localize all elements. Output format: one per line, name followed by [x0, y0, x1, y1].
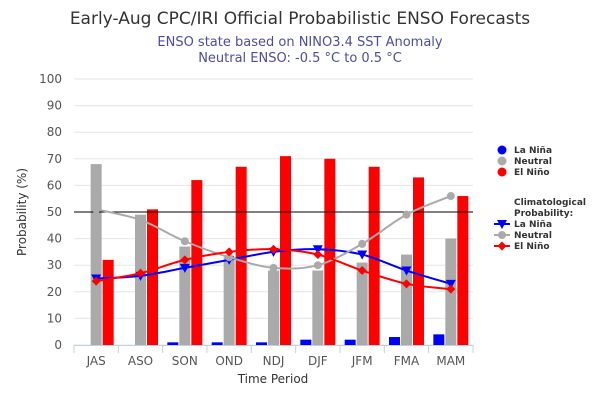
bar-1 [179, 246, 191, 345]
y-tick-label: 80 [47, 125, 62, 139]
x-tick-label: JFM [351, 354, 373, 368]
bar-2 [324, 158, 336, 345]
bar-2 [102, 259, 114, 345]
climatology-marker-2 [224, 247, 234, 257]
bar-0 [389, 337, 400, 345]
climatology-marker-2 [269, 244, 278, 254]
climatology-marker-1 [180, 237, 189, 246]
chart-subtitle-line2: Neutral ENSO: -0.5 °C to 0.5 °C [198, 51, 402, 66]
x-axis-title: Time Period [237, 372, 309, 386]
bar-2 [457, 196, 469, 345]
legend-marker [498, 231, 506, 239]
y-tick-label: 70 [47, 152, 62, 166]
climatology-marker-1 [313, 261, 322, 270]
x-tick-label: JAS [86, 354, 106, 368]
bar-2 [368, 166, 380, 345]
y-tick-label: 40 [47, 232, 62, 246]
climatology-lines [91, 192, 456, 294]
bar-0 [167, 342, 179, 345]
legend-swatch [497, 156, 507, 166]
bar-0 [433, 334, 445, 345]
climatology-marker-0 [312, 245, 323, 255]
y-tick-label: 50 [47, 205, 62, 219]
legend-label: La Niña [514, 146, 552, 156]
climatology-marker-2 [136, 268, 145, 278]
bar-2 [413, 177, 424, 345]
climatology-marker-2 [446, 284, 456, 294]
legend-swatch [497, 145, 507, 155]
legend-label: La Niña [514, 220, 552, 230]
bar-2 [235, 166, 247, 345]
x-tick-label: FMA [394, 354, 420, 368]
climatology-marker-0 [445, 279, 456, 289]
bar-1 [90, 164, 102, 345]
legend-label: Neutral [514, 157, 552, 167]
y-tick-label: 100 [39, 72, 62, 86]
bar-2 [147, 209, 158, 345]
climatology-marker-2 [402, 279, 411, 289]
climatology-marker-2 [180, 255, 190, 265]
x-tick-label: DJF [308, 354, 328, 368]
climatology-marker-1 [269, 263, 278, 272]
climatology-marker-2 [313, 250, 323, 260]
climatology-marker-0 [179, 263, 190, 273]
climatology-marker-1 [92, 205, 101, 214]
climatology-marker-1 [225, 253, 234, 262]
legend-climatology-title: Probability: [514, 209, 573, 219]
bar-1 [356, 262, 368, 345]
legend-label: El Niño [514, 168, 550, 178]
legend-swatch [497, 167, 507, 177]
bar-1 [268, 270, 279, 345]
y-tick-label: 10 [47, 311, 62, 325]
bar-1 [223, 257, 235, 345]
climatology-marker-2 [357, 266, 367, 276]
bar-2 [191, 180, 203, 345]
climatology-marker-0 [401, 266, 412, 276]
climatology-marker-1 [136, 215, 145, 224]
bar-0 [300, 339, 312, 345]
y-tick-label: 90 [47, 99, 62, 113]
y-tick-label: 20 [47, 285, 62, 299]
climatology-marker-0 [357, 250, 368, 260]
chart-subtitle-line1: ENSO state based on NINO3.4 SST Anomaly [157, 35, 443, 50]
y-tick-label: 30 [47, 258, 62, 272]
y-axis-title: Probability (%) [15, 168, 29, 256]
bar-0 [256, 342, 267, 345]
legend-label: El Niño [514, 242, 550, 252]
x-tick-label: NDJ [263, 354, 285, 368]
bar-0 [211, 342, 223, 345]
legend-label: Neutral [514, 231, 552, 241]
legend-marker [497, 220, 507, 229]
legend-marker [497, 241, 507, 251]
bar-1 [312, 270, 324, 345]
axes: 0 10 20 30 40 50 60 70 80 90 100 JAS ASO SON OND NDJ DJF… [39, 72, 474, 368]
climatology-marker-2 [91, 276, 101, 286]
x-tick-label: SON [172, 354, 198, 368]
bar-1 [401, 254, 412, 345]
y-tick-label: 0 [54, 338, 62, 352]
climatology-marker-1 [402, 210, 411, 219]
climatology-marker-1 [358, 239, 367, 248]
x-tick-label: MAM [436, 354, 465, 368]
bar-0 [344, 339, 356, 345]
x-tick-label: ASO [128, 354, 153, 368]
climatology-marker-1 [446, 192, 455, 201]
x-tick-label: OND [215, 354, 243, 368]
chart-title: Early-Aug CPC/IRI Official Probabilistic… [70, 9, 530, 29]
legend-climatology-title: Climatological [514, 198, 586, 208]
y-tick-label: 60 [47, 178, 62, 192]
